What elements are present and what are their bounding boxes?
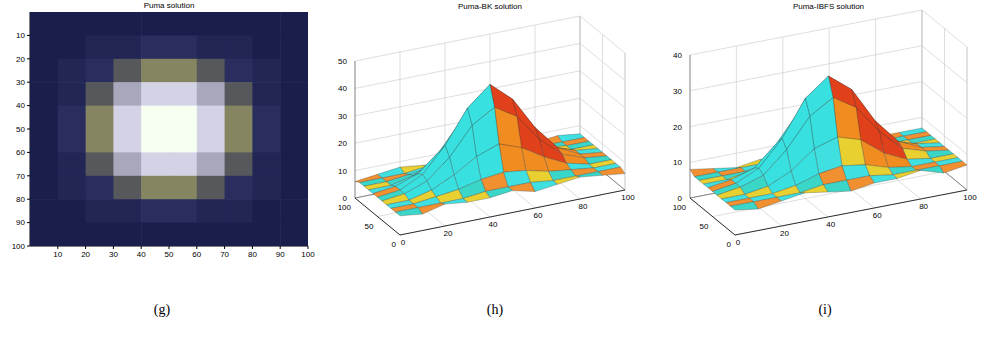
svg-text:40: 40	[673, 51, 682, 60]
svg-text:60: 60	[873, 211, 882, 220]
svg-text:40: 40	[338, 84, 347, 93]
svg-text:(g): (g)	[154, 302, 171, 318]
svg-text:0: 0	[343, 194, 348, 203]
svg-text:10: 10	[673, 158, 682, 167]
svg-text:10: 10	[338, 167, 347, 176]
svg-text:50: 50	[16, 125, 25, 134]
svg-text:(h): (h)	[487, 302, 504, 318]
svg-text:80: 80	[248, 250, 257, 259]
svg-text:40: 40	[137, 250, 146, 259]
svg-text:0: 0	[678, 194, 683, 203]
svg-text:40: 40	[16, 101, 25, 110]
svg-text:Puma-BK solution: Puma-BK solution	[458, 2, 522, 11]
svg-text:30: 30	[109, 250, 118, 259]
svg-text:30: 30	[16, 78, 25, 87]
svg-text:Puma-IBFS solution: Puma-IBFS solution	[793, 2, 864, 11]
svg-text:20: 20	[81, 250, 90, 259]
svg-text:20: 20	[16, 55, 25, 64]
svg-text:50: 50	[165, 250, 174, 259]
svg-text:20: 20	[338, 139, 347, 148]
svg-text:90: 90	[276, 250, 285, 259]
svg-text:0: 0	[401, 238, 406, 247]
svg-text:30: 30	[338, 112, 347, 121]
svg-text:40: 40	[826, 220, 835, 229]
svg-text:100: 100	[621, 193, 635, 202]
svg-text:100: 100	[963, 193, 977, 202]
svg-text:10: 10	[53, 250, 62, 259]
svg-text:60: 60	[534, 211, 543, 220]
svg-text:80: 80	[919, 202, 928, 211]
svg-text:50: 50	[338, 57, 347, 66]
svg-text:100: 100	[301, 250, 315, 259]
svg-text:0: 0	[736, 238, 741, 247]
svg-text:90: 90	[16, 218, 25, 227]
svg-text:10: 10	[16, 31, 25, 40]
svg-text:20: 20	[780, 229, 789, 238]
svg-text:40: 40	[489, 220, 498, 229]
svg-text:100: 100	[338, 203, 352, 212]
svg-text:60: 60	[16, 148, 25, 157]
svg-text:0: 0	[392, 240, 397, 249]
svg-text:50: 50	[700, 222, 709, 231]
svg-text:70: 70	[220, 250, 229, 259]
svg-text:100: 100	[673, 203, 687, 212]
svg-text:100: 100	[12, 242, 26, 251]
svg-text:0: 0	[727, 240, 732, 249]
html-text:Puma solution: Puma solution	[143, 1, 195, 10]
svg-text:20: 20	[673, 123, 682, 132]
svg-text:70: 70	[16, 172, 25, 181]
svg-text:80: 80	[579, 202, 588, 211]
svg-text:20: 20	[444, 229, 453, 238]
svg-text:50: 50	[365, 222, 374, 231]
svg-text:(i): (i)	[818, 302, 832, 318]
svg-text:80: 80	[16, 195, 25, 204]
svg-text:60: 60	[192, 250, 201, 259]
svg-text:30: 30	[673, 87, 682, 96]
